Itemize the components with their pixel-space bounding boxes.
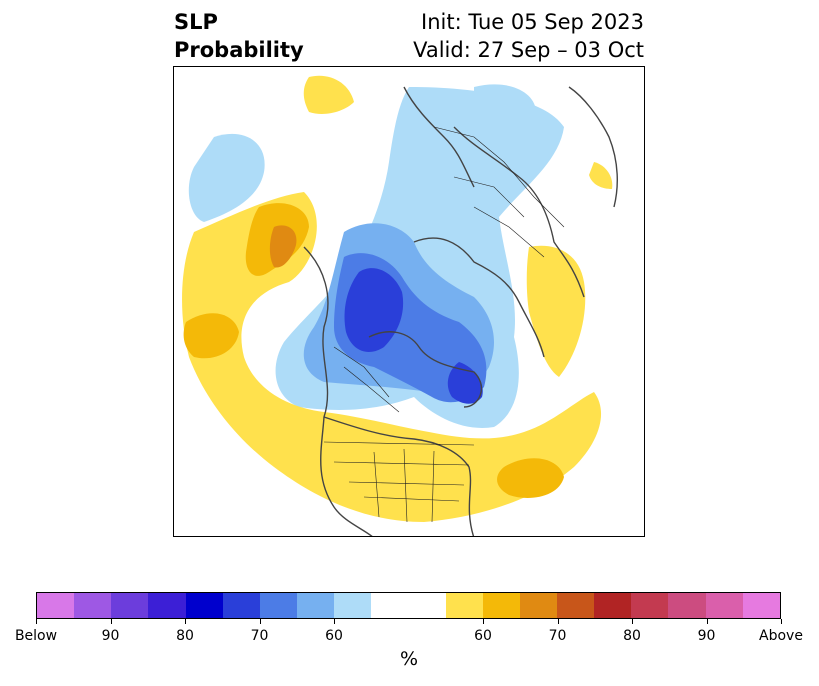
colorbar-segment xyxy=(631,593,669,618)
colorbar-tick-label: 90 xyxy=(697,628,716,644)
title-line-2: Probability xyxy=(174,38,304,62)
colorbar-tick-mark xyxy=(110,619,112,624)
colorbar-segment xyxy=(37,593,75,618)
coastline xyxy=(368,331,483,408)
colorbar-segment xyxy=(742,593,780,618)
coastline xyxy=(413,237,545,358)
below-60-area xyxy=(474,84,536,124)
colorbar-tick-label: 60 xyxy=(325,628,343,644)
colorbar-segment xyxy=(371,593,446,618)
map-title: SLP Probability xyxy=(174,8,304,64)
colorbar-tick-mark xyxy=(185,619,186,624)
colorbar-segment xyxy=(594,593,632,618)
colorbar-segment xyxy=(445,593,483,618)
colorbar-segment xyxy=(74,593,112,618)
colorbar-unit-label: % xyxy=(399,648,419,670)
init-date: Init: Tue 05 Sep 2023 xyxy=(421,10,644,34)
colorbar-segment xyxy=(556,593,595,618)
country-borders xyxy=(323,126,565,523)
colorbar-tick-mark xyxy=(781,619,782,624)
above-60-area xyxy=(303,75,354,114)
colorbar-segment xyxy=(519,593,557,618)
colorbar-tick-label: 60 xyxy=(474,628,492,644)
above-70-area xyxy=(497,458,564,498)
title-line-1: SLP xyxy=(174,10,218,34)
colorbar-tick-label: 90 xyxy=(101,628,120,644)
colorbar-tick-mark xyxy=(36,619,37,624)
coastline xyxy=(568,86,618,208)
colorbar-tick-label: 80 xyxy=(623,628,641,644)
colorbar-segment xyxy=(334,593,372,618)
below-90-area xyxy=(344,268,404,352)
border-line xyxy=(433,126,565,258)
above-normal-region xyxy=(182,75,613,522)
border-line xyxy=(323,441,475,523)
colorbar-segment xyxy=(259,593,297,618)
above-80-area xyxy=(269,225,297,268)
colorbar-segment xyxy=(705,593,743,618)
colorbar xyxy=(36,592,781,619)
above-60-area xyxy=(526,245,586,377)
colorbar-tick-label: 80 xyxy=(176,628,194,644)
below-60-area xyxy=(188,133,265,222)
above-60-area xyxy=(589,162,613,189)
colorbar-tick-label: Above xyxy=(759,628,803,644)
colorbar-segment xyxy=(668,593,706,618)
colorbar-tick-mark xyxy=(259,619,261,624)
colorbar-segment xyxy=(482,593,520,618)
colorbar-segment xyxy=(296,593,335,618)
colorbar-segment xyxy=(148,593,186,618)
colorbar-tick-mark xyxy=(706,619,708,624)
date-info: Init: Tue 05 Sep 2023 Valid: 27 Sep – 03… xyxy=(413,8,644,64)
colorbar-tick-mark xyxy=(557,619,559,624)
coastline xyxy=(303,246,373,536)
colorbar-segment xyxy=(111,593,149,618)
coastline xyxy=(323,416,475,536)
colorbar-tick-label: 70 xyxy=(548,628,567,644)
coastlines xyxy=(303,86,618,536)
colorbar-tick-mark xyxy=(483,619,484,624)
colorbar-tick-mark xyxy=(334,619,335,624)
above-60-area xyxy=(182,192,602,522)
colorbar-segment xyxy=(185,593,223,618)
valid-date-range: Valid: 27 Sep – 03 Oct xyxy=(413,38,644,62)
coastline xyxy=(403,86,475,188)
colorbar-tick-mark xyxy=(632,619,633,624)
colorbar-segment xyxy=(222,593,260,618)
colorbar-tick-label: Below xyxy=(14,628,58,644)
colorbar-tick-label: 70 xyxy=(250,628,269,644)
below-normal-region xyxy=(188,84,564,428)
coastline xyxy=(453,126,585,298)
border-line xyxy=(333,346,400,413)
above-70-area xyxy=(183,313,239,359)
probability-map xyxy=(173,66,645,537)
map-svg xyxy=(182,75,618,536)
